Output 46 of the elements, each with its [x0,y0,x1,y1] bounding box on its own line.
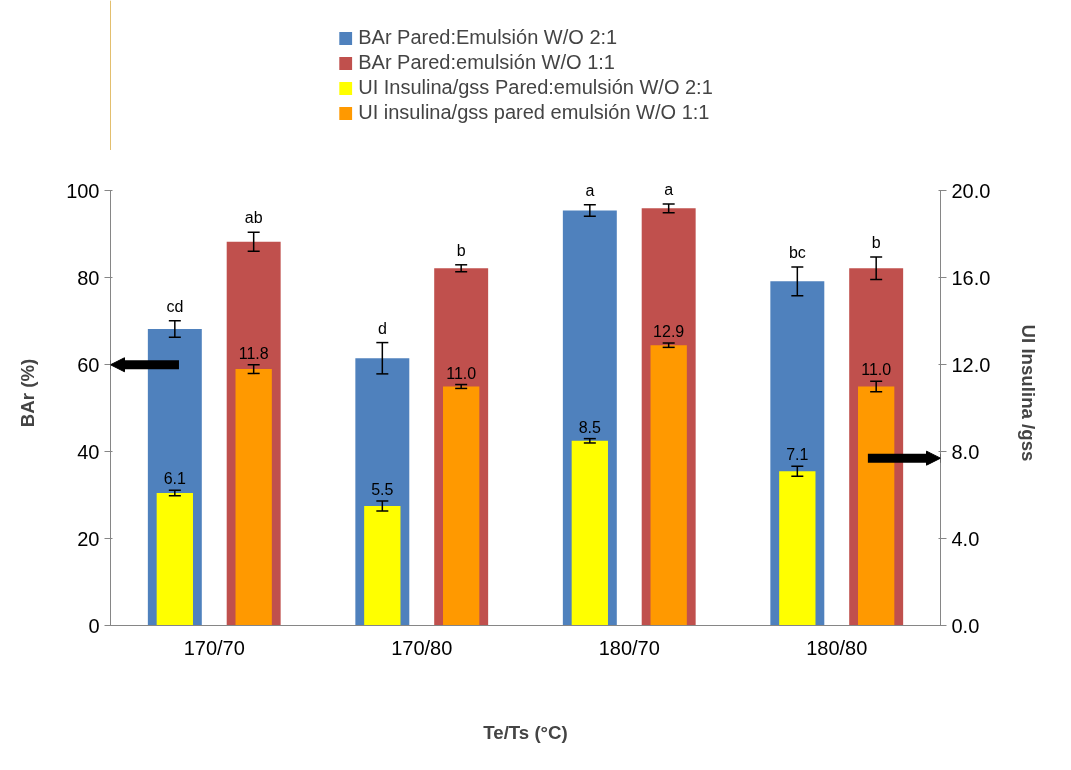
y2-tick-label: 12.0 [951,353,991,376]
data-label: 12.9 [653,323,685,341]
y2-axis-title: UI Insulina /gss [1018,324,1040,462]
data-label: ab [244,209,263,227]
data-label: bc [788,243,806,261]
y2-tick-label: 4.0 [951,527,980,550]
legend-label: UI insulina/gss pared emulsión W/O 1:1 [358,101,710,124]
bar [571,440,608,626]
data-label: 5.5 [371,480,394,498]
bar [364,505,401,626]
data-label: b [871,233,881,251]
data-label: a [664,180,674,198]
bar [156,492,193,626]
data-label: b [456,241,466,259]
y2-tick-label: 20.0 [951,179,991,202]
data-label: a [585,181,595,199]
bar [443,386,480,626]
x-tick-label: 170/80 [391,636,453,659]
y-tick-label: 100 [66,179,100,202]
x-axis-title: Te/Ts (°C) [483,721,568,743]
data-label: cd [166,297,184,315]
data-label: d [377,319,387,337]
bar [779,471,816,626]
x-tick-label: 180/80 [806,636,868,659]
bar [650,345,687,626]
data-label: 8.5 [578,418,602,436]
y2-tick-label: 16.0 [951,266,991,289]
y-tick-label: 20 [77,527,100,550]
y-tick-label: 60 [77,353,100,376]
data-label: 11.0 [446,364,477,382]
data-label: 11.0 [861,361,892,379]
x-tick-label: 180/70 [598,636,660,659]
legend-label: BAr Pared:Emulsión W/O 2:1 [358,26,618,49]
bar [235,369,272,626]
data-label: 6.1 [163,470,187,488]
y-tick-label: 0 [88,614,100,637]
y-tick-label: 80 [77,266,100,289]
y-axis-title: BAr (%) [17,358,39,428]
legend-label: BAr Pared:emulsión W/O 1:1 [358,51,615,74]
legend-label: UI Insulina/gss Pared:emulsión W/O 2:1 [358,76,713,99]
y2-tick-label: 8.0 [951,440,980,463]
x-tick-label: 170/70 [183,636,245,659]
data-label: 7.1 [786,446,809,464]
y-tick-label: 40 [77,440,100,463]
data-label: 11.8 [238,344,269,362]
y2-tick-label: 0.0 [951,614,980,637]
